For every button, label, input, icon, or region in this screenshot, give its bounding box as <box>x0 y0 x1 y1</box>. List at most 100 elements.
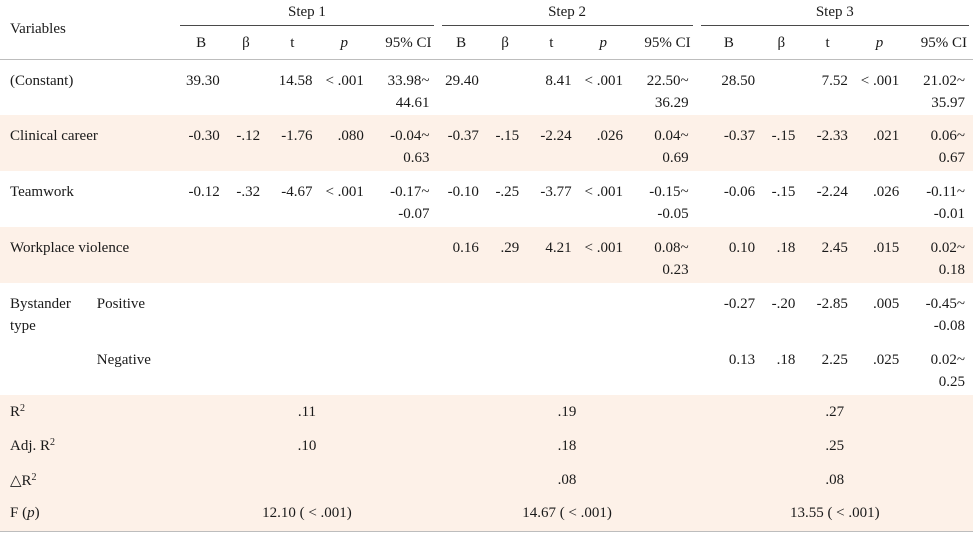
cell-ci: 0.06~ 0.67 <box>905 115 973 171</box>
row-label: (Constant) <box>10 72 74 89</box>
cell-beta <box>485 59 525 115</box>
cell-ci: 33.98~ 44.61 <box>387 72 430 111</box>
cell-beta: -.15 <box>771 184 796 200</box>
summary-row: R2 .11 .19 .27 <box>0 395 973 429</box>
cell-p: .005 <box>872 296 900 312</box>
col-t-2: t <box>525 29 578 60</box>
cell-beta: .29 <box>484 227 526 283</box>
col-b-1: B <box>176 29 226 60</box>
table-row: Workplace violence 0.16 .29 4.21 < .001 … <box>0 227 973 283</box>
cell-f-step3: 13.55 ( < .001) <box>696 497 973 532</box>
cell-beta: -.12 <box>225 115 267 171</box>
cell-beta: -.15 <box>484 115 526 171</box>
cell-t: -2.24 <box>816 184 848 200</box>
cell-ci: 0.08~ 0.23 <box>629 227 697 283</box>
table-row: (Constant) 39.30 14.58 < .001 33.98~ 44.6… <box>0 59 973 115</box>
cell-ci: 22.50~ 36.29 <box>646 72 689 111</box>
cell-b: -0.12 <box>188 184 220 200</box>
cell-b: 28.50 <box>721 72 756 89</box>
cell-b: -0.37 <box>437 115 485 171</box>
col-ci-2: 95% CI <box>629 29 697 60</box>
cell-beta: -.25 <box>495 184 520 200</box>
empty-step2 <box>438 283 697 339</box>
cell-beta: -.32 <box>236 184 261 200</box>
row-sublabel: Negative <box>96 352 151 368</box>
cell-beta <box>225 227 267 283</box>
row-label: F (p) <box>0 497 177 532</box>
cell-b: 29.40 <box>445 72 479 89</box>
cell-ci: -0.17~ -0.07 <box>390 184 430 222</box>
cell-t: 2.25 <box>821 352 848 368</box>
cell-b: 39.30 <box>186 72 220 89</box>
table-row: Negative 0.13 .18 2.25 .025 0.02~ 0.25 <box>0 339 973 395</box>
cell-beta <box>226 59 266 115</box>
cell-ci: -0.45~ -0.08 <box>925 296 965 334</box>
row-label: Teamwork <box>10 184 74 200</box>
cell-p: < .001 <box>584 72 623 89</box>
cell-adjr2-step1: .10 <box>176 429 438 463</box>
cell-b: -0.30 <box>176 115 226 171</box>
empty-step2 <box>438 339 697 395</box>
col-p-2: p <box>577 29 629 60</box>
table-row: Bystander type Positive -0.27 -.20 -2.85 … <box>0 283 973 339</box>
col-beta-1: β <box>225 29 267 60</box>
cell-ci: 21.02~ 35.97 <box>923 72 965 111</box>
cell-t: 2.45 <box>801 227 854 283</box>
col-beta-2: β <box>484 29 526 60</box>
cell-ci: 0.02~ 0.25 <box>930 352 965 390</box>
cell-b: -0.06 <box>723 184 756 200</box>
cell-ci: 0.04~ 0.69 <box>629 115 697 171</box>
cell-ci: 0.02~ 0.18 <box>905 227 973 283</box>
col-p-3: p <box>853 29 906 60</box>
cell-b: 0.13 <box>728 352 756 368</box>
cell-t: 7.52 <box>821 72 848 89</box>
empty-step1 <box>176 339 437 395</box>
empty-step1 <box>176 283 437 339</box>
row-sublabel: Positive <box>96 296 146 312</box>
cell-r2-step3: .27 <box>696 395 973 429</box>
cell-t: -2.85 <box>816 296 848 312</box>
variables-header: Variables <box>0 0 177 60</box>
cell-ci: -0.11~ -0.01 <box>926 184 965 222</box>
cell-r2-step1: .11 <box>176 395 438 429</box>
cell-beta: .18 <box>776 352 796 368</box>
step3-header: Step 3 <box>696 0 973 29</box>
col-ci-3: 95% CI <box>905 29 973 60</box>
cell-b: -0.37 <box>696 115 762 171</box>
cell-p: < .001 <box>860 72 900 89</box>
step1-header: Step 1 <box>176 0 438 29</box>
cell-t: -3.77 <box>540 184 572 200</box>
cell-p <box>318 227 370 283</box>
cell-p: < .001 <box>577 227 629 283</box>
cell-b <box>176 227 226 283</box>
cell-p: .021 <box>853 115 906 171</box>
row-label: Clinical career <box>0 115 177 171</box>
cell-p: .026 <box>577 115 629 171</box>
table-row: Teamwork -0.12 -.32 -4.67 < .001 -0.17~ -… <box>0 171 973 227</box>
cell-beta: .18 <box>761 227 802 283</box>
cell-t <box>266 227 319 283</box>
cell-beta: -.15 <box>761 115 802 171</box>
row-label: Workplace violence <box>0 227 177 283</box>
cell-t: 14.58 <box>278 72 313 89</box>
cell-f-step1: 12.10 ( < .001) <box>176 497 438 532</box>
cell-beta: -.20 <box>771 296 796 312</box>
col-p-1: p <box>318 29 370 60</box>
col-b-3: B <box>696 29 762 60</box>
cell-t: -4.67 <box>281 184 313 200</box>
cell-p: < .001 <box>325 72 364 89</box>
table-row: Clinical career -0.30 -.12 -1.76 .080 -0… <box>0 115 973 171</box>
cell-p: < .001 <box>584 184 623 200</box>
row-group-label: Bystander type <box>10 296 71 334</box>
cell-t: 8.41 <box>545 72 572 89</box>
cell-b: -0.27 <box>723 296 756 312</box>
cell-ci <box>369 227 438 283</box>
cell-p: .015 <box>853 227 906 283</box>
cell-adjr2-step3: .25 <box>696 429 973 463</box>
cell-b: 0.10 <box>696 227 762 283</box>
cell-p: .026 <box>872 184 900 200</box>
cell-ci: -0.04~ 0.63 <box>369 115 438 171</box>
cell-t: -2.33 <box>801 115 854 171</box>
row-label: R2 <box>0 395 177 429</box>
col-b-2: B <box>437 29 485 60</box>
